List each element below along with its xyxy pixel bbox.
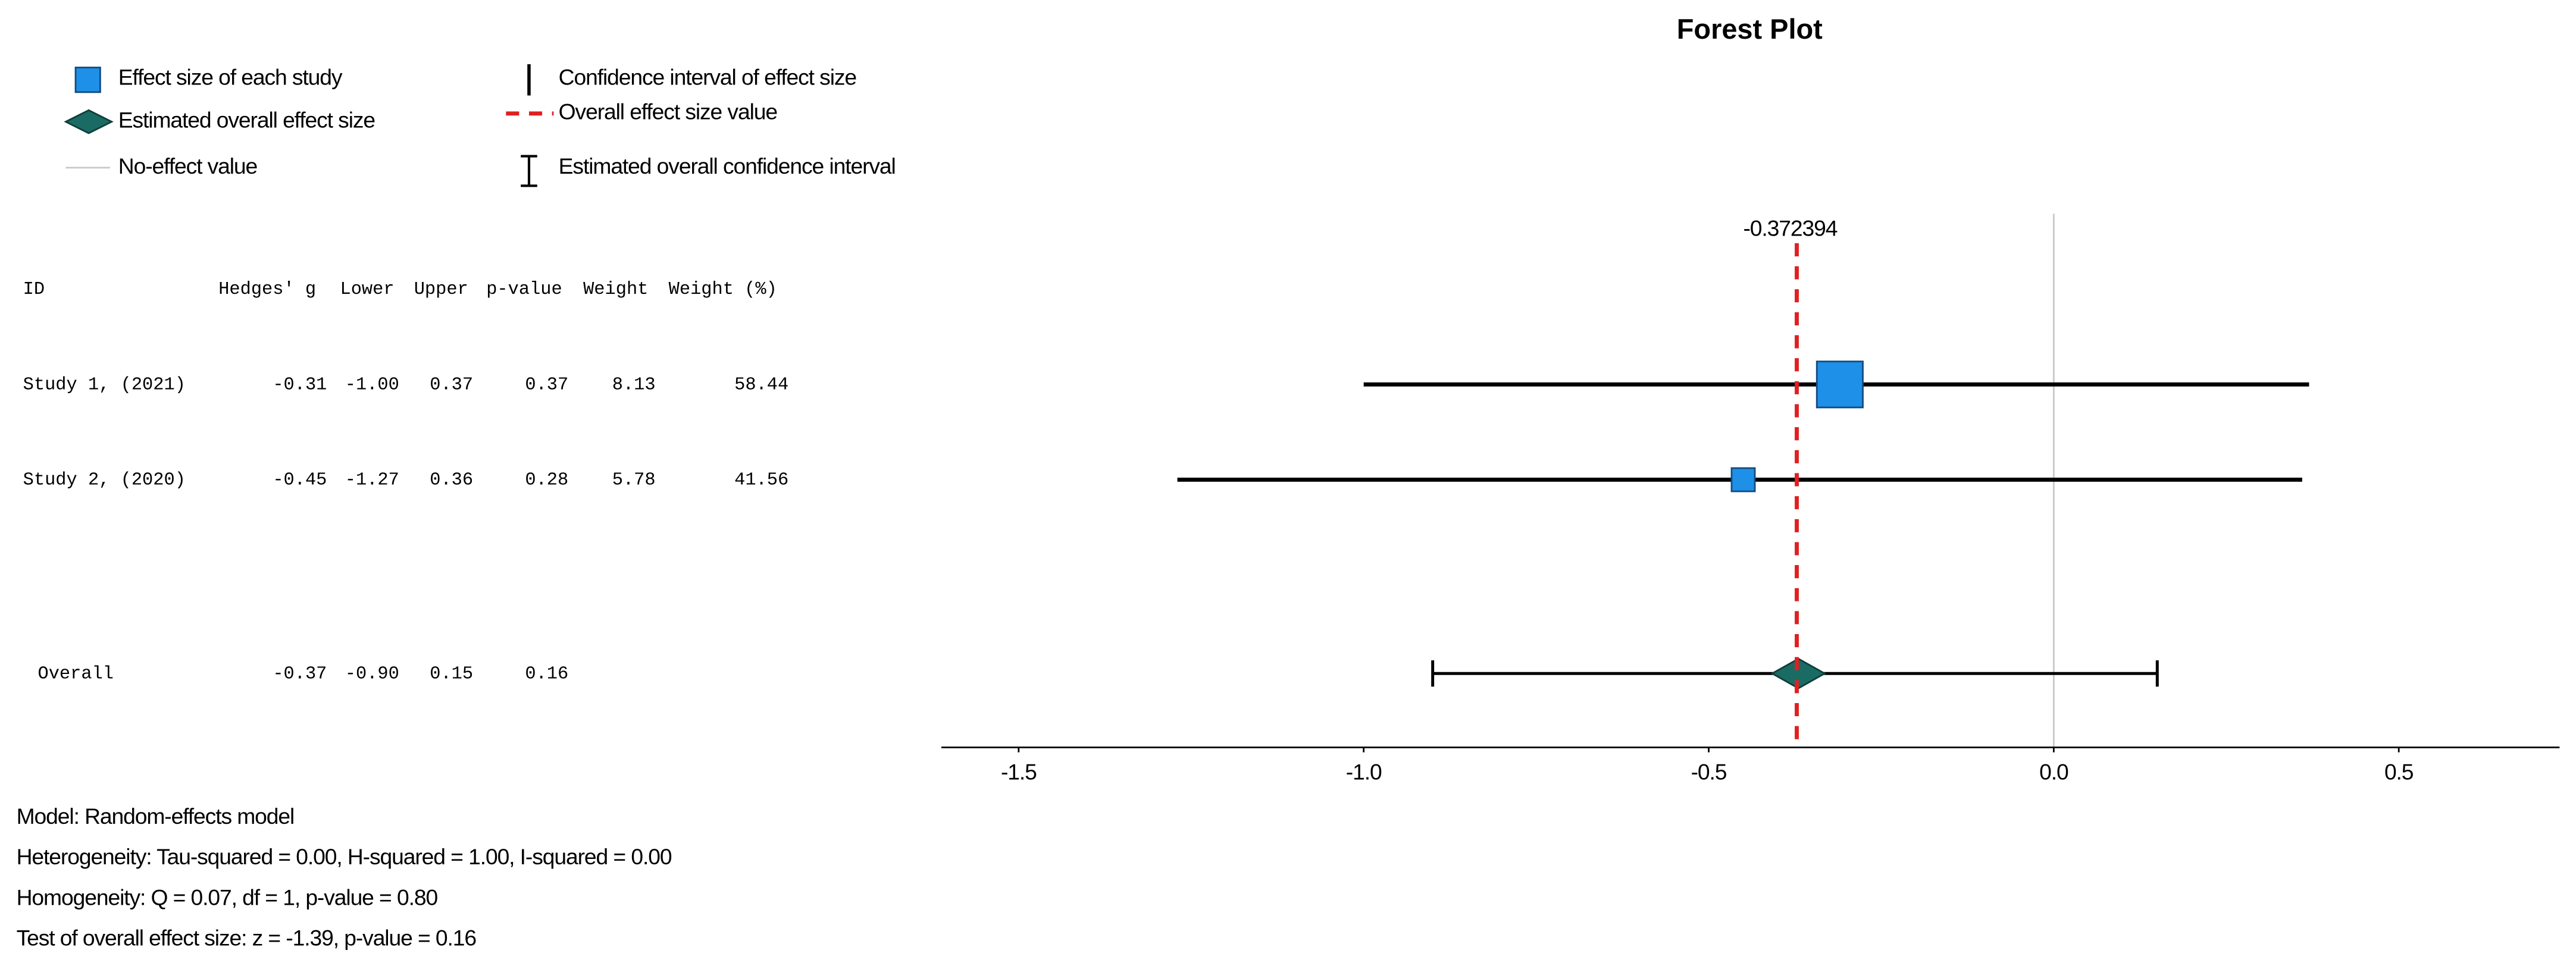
legend-square xyxy=(74,67,101,93)
row-id: Study 2, (2020) xyxy=(23,470,186,490)
table-cell: 0.16 xyxy=(525,664,568,684)
overall-effect-label: -0.372394 xyxy=(1744,216,1838,241)
x-tick-label: -1.0 xyxy=(1346,760,1382,785)
x-tick-label: -1.5 xyxy=(1001,760,1037,785)
legend-label: No-effect value xyxy=(118,153,258,178)
row-id: Study 1, (2021) xyxy=(23,375,186,395)
table-cell: 0.37 xyxy=(525,375,568,395)
model-note: Test of overall effect size: z = -1.39, … xyxy=(17,926,477,951)
legend-label: Overall effect size value xyxy=(559,99,778,124)
column-header: Lower xyxy=(340,280,394,300)
model-note: Model: Random-effects model xyxy=(17,804,295,829)
table-cell: 5.78 xyxy=(612,470,656,490)
table-cell: -0.31 xyxy=(273,375,327,395)
column-header: Upper xyxy=(414,280,468,300)
table-cell: -1.27 xyxy=(345,470,399,490)
overall-diamond xyxy=(1770,657,1827,689)
model-note: Heterogeneity: Tau-squared = 0.00, H-squ… xyxy=(17,844,672,869)
chart-title: Forest Plot xyxy=(1677,14,1823,45)
legend: Effect size of each study Estimated over… xyxy=(64,64,896,187)
legend-label: Estimated overall effect size xyxy=(118,107,375,132)
table-cell: 0.28 xyxy=(525,470,568,490)
x-tick-label: 0.0 xyxy=(2039,760,2068,785)
table-cell: 0.37 xyxy=(430,375,473,395)
table-cell: 58.44 xyxy=(734,375,788,395)
legend-label: Effect size of each study xyxy=(118,65,343,90)
table-cell: -0.37 xyxy=(273,664,327,684)
legend-diamond xyxy=(64,109,114,134)
table-cell: 41.56 xyxy=(734,470,788,490)
column-header: Hedges' g xyxy=(218,280,316,300)
x-tick-label: 0.5 xyxy=(2384,760,2414,785)
column-header: Weight (%) xyxy=(669,280,777,300)
model-note: Homogeneity: Q = 0.07, df = 1, p-value =… xyxy=(17,885,438,909)
effect-square xyxy=(1816,360,1864,409)
legend-overall-ci xyxy=(521,155,537,187)
x-tick-label: -0.5 xyxy=(1691,760,1727,785)
table-cell: 0.36 xyxy=(430,470,473,490)
table-cell: -0.90 xyxy=(345,664,399,684)
legend-label: Estimated overall confidence interval xyxy=(559,153,896,178)
table-cell: 0.15 xyxy=(430,664,473,684)
table-cell: -0.45 xyxy=(273,470,327,490)
table-cell: -1.00 xyxy=(345,375,399,395)
row-id: Overall xyxy=(37,664,114,684)
column-header: p-value xyxy=(486,280,562,300)
column-header: ID xyxy=(23,280,45,300)
table-cell: 8.13 xyxy=(612,375,656,395)
effect-square xyxy=(1730,467,1756,493)
legend-label: Confidence interval of effect size xyxy=(559,65,857,90)
column-header: Weight xyxy=(583,280,648,300)
